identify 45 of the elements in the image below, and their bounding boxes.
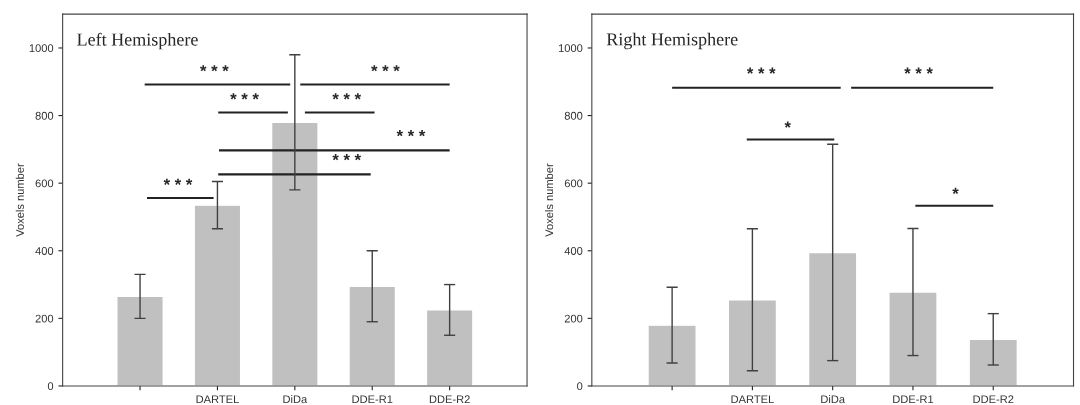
y-tick-label: 200 <box>564 314 583 323</box>
bar <box>807 251 858 386</box>
text: Left Hemisphere <box>77 32 198 50</box>
bar <box>116 295 164 386</box>
y-tick-label: 1000 <box>29 44 54 53</box>
annotation: * * * <box>332 93 362 100</box>
bar <box>727 299 778 386</box>
annotation: * * * <box>332 154 362 161</box>
x-tick-label: DDE-R1 <box>352 395 393 404</box>
x-tick-label: DDE-R2 <box>429 395 470 404</box>
annotation: * * * <box>746 67 776 74</box>
annotation: * * * <box>230 93 259 100</box>
y-tick-label: 1000 <box>558 44 583 53</box>
y-tick-label: 800 <box>564 111 583 120</box>
y-axis-title: Voxels number <box>15 163 24 237</box>
annotation: * <box>952 187 959 195</box>
annotation: * * * <box>163 178 193 185</box>
bar <box>348 285 397 386</box>
annotation: * * * <box>396 130 426 137</box>
bar <box>647 324 697 386</box>
annotation: * * * <box>904 67 933 74</box>
y-tick-label: 800 <box>35 111 54 120</box>
y-tick-label: 200 <box>35 314 54 323</box>
annotation: * * * <box>371 65 400 72</box>
y-tick-label: 0 <box>47 382 54 391</box>
bar <box>270 121 319 386</box>
text: Right Hemisphere <box>606 32 738 50</box>
y-tick-label: 400 <box>35 247 54 255</box>
bar <box>968 338 1019 386</box>
y-tick-label: 0 <box>577 382 583 391</box>
y-tick-label: 600 <box>564 179 583 188</box>
x-tick-label: DDE-R2 <box>973 395 1014 404</box>
annotation: * * * <box>200 65 229 72</box>
y-tick-label: 400 <box>564 247 583 255</box>
x-tick-label: DARTEL <box>731 395 774 404</box>
x-tick-label: DiDa <box>821 394 846 404</box>
bar <box>888 291 938 386</box>
y-tick-label: 600 <box>35 179 54 188</box>
x-tick-label: DiDa <box>283 394 308 404</box>
bar <box>425 309 474 386</box>
annotation: * <box>784 121 791 128</box>
x-tick-label: DARTEL <box>196 395 239 404</box>
bar <box>193 204 242 386</box>
y-axis-title: Voxels number <box>544 163 554 237</box>
x-tick-label: DDE-R1 <box>893 395 934 404</box>
